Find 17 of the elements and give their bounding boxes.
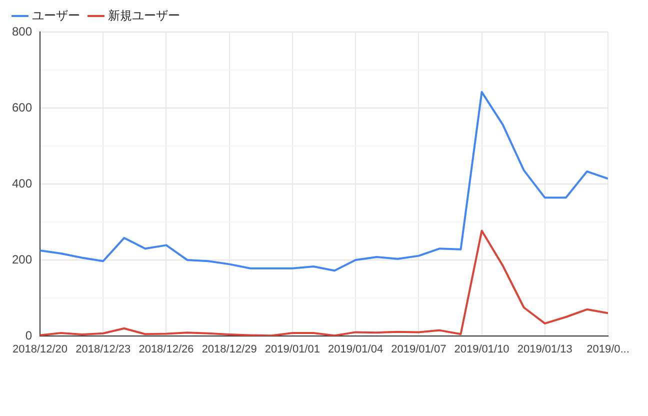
legend-label: ユーザー <box>32 8 80 22</box>
x-tick-label: 2019/01/01 <box>264 344 320 356</box>
x-tick-label: 2019/01/04 <box>328 344 384 356</box>
y-tick-label: 600 <box>12 100 32 114</box>
x-tick-label: 2018/12/29 <box>202 344 257 356</box>
x-tick-label: 2018/12/26 <box>138 344 194 356</box>
x-tick-label: 2018/12/20 <box>12 344 68 356</box>
x-tick-label: 2019/01/10 <box>454 344 510 356</box>
y-tick-label: 800 <box>12 24 32 38</box>
y-tick-label: 0 <box>25 328 32 342</box>
legend-label: 新規ユーザー <box>108 8 180 22</box>
y-tick-label: 200 <box>12 252 32 266</box>
y-tick-label: 400 <box>12 176 32 190</box>
x-tick-label: 2019/0... <box>586 344 630 356</box>
x-tick-label: 2018/12/23 <box>76 344 131 356</box>
x-tick-label: 2019/01/13 <box>517 344 572 356</box>
x-tick-label: 2019/01/07 <box>391 344 446 356</box>
